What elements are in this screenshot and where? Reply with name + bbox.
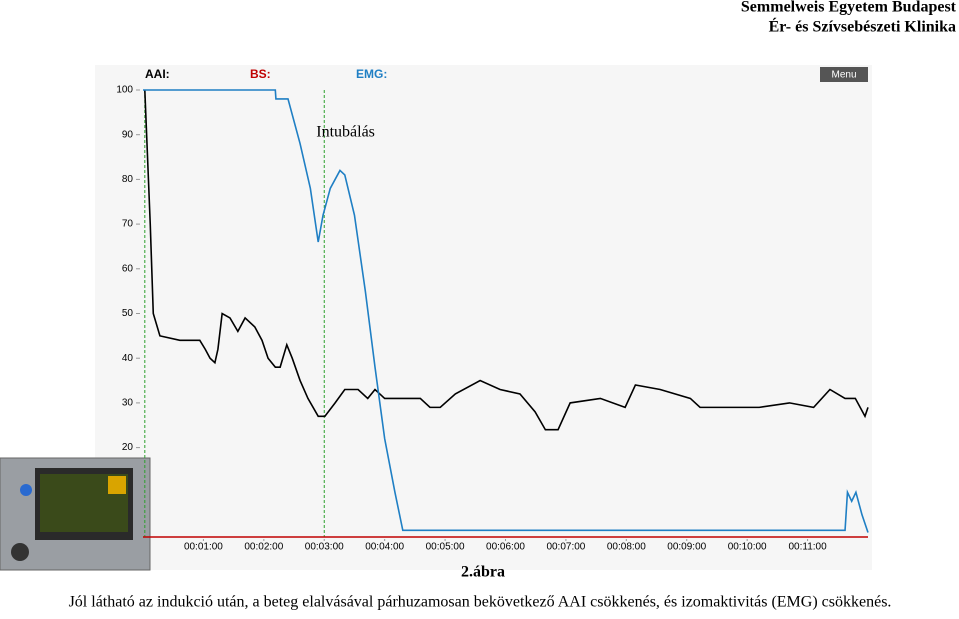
x-tick-label: 00:02:00 [244,542,283,553]
x-tick-label: 00:08:00 [607,542,646,553]
y-tick-label: 70 [122,219,134,230]
x-tick-label: 00:07:00 [546,542,585,553]
legend-label: AAI: [145,67,170,81]
y-tick-label: 50 [122,308,134,319]
x-tick-label: 00:05:00 [426,542,465,553]
body-text: Jól látható az indukció után, a beteg el… [69,594,892,611]
legend-label: BS: [250,67,271,81]
series-line [144,89,869,431]
chart-panel [95,65,872,570]
menu-label[interactable]: Menu [831,70,856,81]
y-tick-label: 60 [122,263,134,274]
device-photo [0,457,151,571]
x-tick-label: 00:09:00 [667,542,706,553]
legend-label: EMG: [356,67,387,81]
x-tick-label: 00:01:00 [184,542,223,553]
menu-button[interactable] [820,67,868,82]
y-tick-label: 30 [122,398,134,409]
caption: 2.ábra [461,564,505,581]
y-tick-label: 40 [122,353,134,364]
y-tick-label: 80 [122,174,134,185]
series-line [143,89,869,533]
x-tick-label: 00:04:00 [365,542,404,553]
x-tick-label: 00:10:00 [728,542,767,553]
y-tick-label: 20 [122,442,134,453]
header-line: Semmelweis Egyetem Budapest [741,0,957,16]
annotation: Intubálás [316,124,375,141]
x-tick-label: 00:03:00 [305,542,344,553]
x-tick-label: 00:11:00 [788,542,827,553]
y-tick-label: 100 [116,85,133,96]
header-line: Ér- és Szívsebészeti Klinika [769,17,956,36]
x-tick-label: 00:06:00 [486,542,525,553]
y-tick-label: 90 [122,129,134,140]
